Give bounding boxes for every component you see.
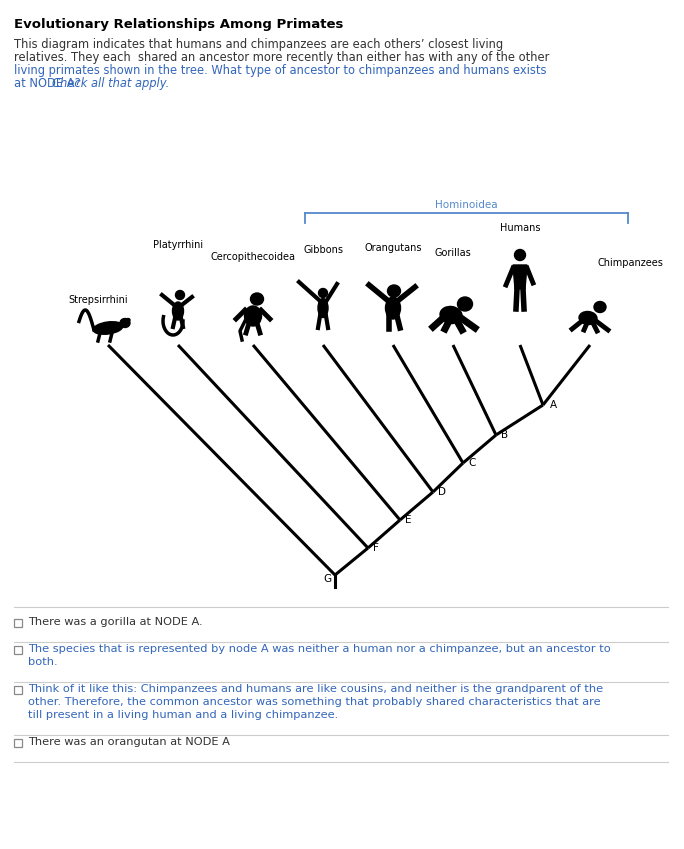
Text: till present in a living human and a living chimpanzee.: till present in a living human and a liv…: [28, 710, 339, 720]
Text: Think of it like this: Chimpanzees and humans are like cousins, and neither is t: Think of it like this: Chimpanzees and h…: [28, 684, 603, 694]
Text: living primates shown in the tree. What type of ancestor to chimpanzees and huma: living primates shown in the tree. What …: [14, 64, 547, 77]
Text: other. Therefore, the common ancestor was something that probably shared charact: other. Therefore, the common ancestor wa…: [28, 697, 601, 707]
Ellipse shape: [318, 299, 328, 318]
Ellipse shape: [579, 312, 597, 324]
Ellipse shape: [172, 302, 183, 320]
Text: relatives. They each  shared an ancestor more recently than either has with any : relatives. They each shared an ancestor …: [14, 51, 549, 64]
FancyBboxPatch shape: [14, 739, 22, 747]
Text: D: D: [438, 487, 446, 497]
Text: E: E: [405, 515, 412, 525]
FancyBboxPatch shape: [14, 619, 22, 627]
Text: Hominoidea: Hominoidea: [435, 200, 498, 210]
Text: There was an orangutan at NODE A: There was an orangutan at NODE A: [28, 737, 230, 747]
Ellipse shape: [388, 285, 401, 297]
Text: Orangutans: Orangutans: [365, 243, 422, 253]
Ellipse shape: [244, 306, 261, 326]
Text: Cercopithecoidea: Cercopithecoidea: [211, 252, 295, 262]
Text: Platyrrhini: Platyrrhini: [153, 240, 203, 250]
Text: B: B: [501, 430, 508, 440]
Text: Strepsirrhini: Strepsirrhini: [68, 295, 128, 305]
Text: Check all that apply.: Check all that apply.: [52, 77, 169, 90]
Ellipse shape: [440, 306, 462, 323]
Text: Gibbons: Gibbons: [303, 245, 343, 255]
FancyBboxPatch shape: [14, 646, 22, 654]
Text: Humans: Humans: [500, 223, 540, 233]
Text: A: A: [550, 400, 557, 410]
Ellipse shape: [458, 297, 473, 311]
Text: The species that is represented by node A was neither a human nor a chimpanzee, : The species that is represented by node …: [28, 644, 611, 654]
Ellipse shape: [176, 290, 185, 300]
Ellipse shape: [250, 293, 263, 305]
Ellipse shape: [594, 301, 606, 312]
Text: both.: both.: [28, 657, 57, 667]
Ellipse shape: [319, 289, 328, 297]
Ellipse shape: [126, 318, 130, 322]
Text: Evolutionary Relationships Among Primates: Evolutionary Relationships Among Primate…: [14, 18, 343, 31]
Ellipse shape: [386, 297, 401, 319]
Text: at NODE A?: at NODE A?: [14, 77, 84, 90]
Polygon shape: [513, 265, 527, 289]
Ellipse shape: [514, 250, 525, 261]
Text: Chimpanzees: Chimpanzees: [598, 258, 664, 268]
Text: C: C: [468, 458, 475, 468]
Text: There was a gorilla at NODE A.: There was a gorilla at NODE A.: [28, 617, 202, 627]
Text: Gorillas: Gorillas: [434, 248, 471, 258]
Text: G: G: [323, 574, 331, 584]
FancyBboxPatch shape: [14, 686, 22, 694]
Ellipse shape: [120, 318, 130, 328]
Ellipse shape: [93, 322, 123, 335]
Text: This diagram indicates that humans and chimpanzees are each others’ closest livi: This diagram indicates that humans and c…: [14, 38, 503, 51]
Text: F: F: [373, 543, 379, 553]
